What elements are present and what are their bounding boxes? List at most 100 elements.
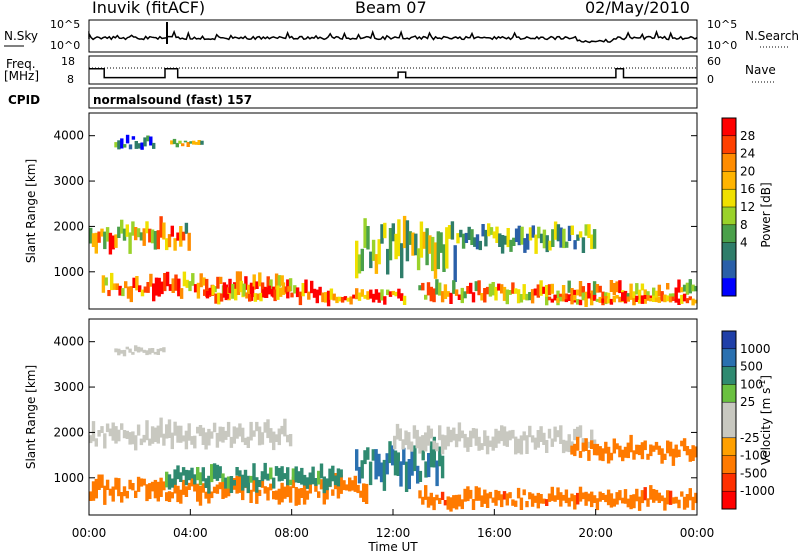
heatmap-cell	[283, 486, 287, 499]
heatmap-cell	[694, 299, 698, 304]
heatmap-cell	[146, 282, 150, 293]
heatmap-cell	[156, 230, 160, 250]
heatmap-cell	[509, 239, 513, 252]
heatmap-cell	[511, 429, 515, 439]
heatmap-cell	[312, 288, 317, 298]
heatmap-cell	[426, 282, 431, 296]
colorbar-swatch	[722, 455, 736, 474]
heatmap-cell	[244, 276, 248, 290]
heatmap-cell	[204, 432, 208, 450]
heatmap-cell	[671, 448, 676, 466]
heatmap-cell	[445, 227, 449, 269]
heatmap-cell	[371, 293, 376, 303]
heatmap-cell	[564, 299, 569, 303]
cpid-label: CPID	[8, 93, 40, 107]
heatmap-cell	[190, 476, 194, 487]
heatmap-cell	[446, 496, 450, 510]
heatmap-cell	[502, 426, 507, 446]
heatmap-cell	[421, 445, 425, 461]
heatmap-cell	[674, 287, 678, 303]
heatmap-cell	[210, 431, 214, 439]
heatmap-cell	[339, 469, 343, 478]
heatmap-cell	[646, 453, 650, 460]
colorbar-tick-label: 28	[740, 129, 755, 143]
heatmap-cell	[453, 245, 457, 282]
heatmap-cell	[649, 444, 653, 457]
heatmap-cell	[222, 282, 227, 298]
heatmap-cell	[150, 348, 155, 353]
y-tick-label: 4000	[53, 129, 84, 143]
heatmap-cell	[333, 475, 338, 486]
heatmap-cell	[91, 421, 96, 442]
heatmap-cell	[604, 296, 608, 304]
heatmap-cell	[331, 489, 335, 496]
heatmap-cell	[440, 291, 445, 303]
heatmap-cell	[564, 293, 569, 301]
heatmap-cell	[418, 436, 422, 454]
colorbar-swatch	[722, 135, 736, 155]
heatmap-cell	[105, 423, 110, 433]
heatmap-cell	[682, 284, 687, 292]
heatmap-cell	[682, 293, 687, 302]
heatmap-cell	[103, 485, 107, 505]
nsearch-tick-top: 10^5	[707, 18, 737, 31]
heatmap-cell	[542, 432, 546, 445]
heatmap-cell	[666, 295, 670, 302]
heatmap-cell	[506, 228, 510, 248]
heatmap-cell	[287, 286, 291, 292]
heatmap-cell	[369, 289, 373, 299]
heatmap-cell	[592, 495, 597, 503]
heatmap-cell	[252, 478, 256, 492]
heatmap-cell	[224, 284, 228, 301]
heatmap-cell	[397, 288, 401, 299]
heatmap-cell	[652, 287, 656, 297]
heatmap-cell	[601, 493, 605, 500]
heatmap-cell	[570, 295, 574, 305]
heatmap-cell	[691, 496, 695, 511]
heatmap-cell	[229, 476, 234, 493]
heatmap-cell	[114, 234, 118, 248]
heatmap-cell	[547, 428, 552, 439]
heatmap-cell	[364, 483, 369, 504]
heatmap-cell	[615, 281, 619, 293]
heatmap-cell	[167, 419, 172, 438]
heatmap-cell	[280, 466, 284, 481]
heatmap-cell	[578, 425, 583, 438]
heatmap-cell	[386, 248, 390, 275]
power-colorbar-label: Power [dB]	[759, 182, 773, 247]
heatmap-cell	[176, 485, 180, 503]
heatmap-cell	[564, 440, 569, 452]
heatmap-cell	[137, 143, 141, 149]
heatmap-cell	[307, 291, 311, 300]
heatmap-cell	[357, 254, 362, 274]
heatmap-cell	[293, 285, 297, 294]
heatmap-cell	[443, 500, 448, 506]
heatmap-cell	[377, 292, 381, 303]
heatmap-cell	[117, 478, 121, 497]
heatmap-cell	[522, 489, 526, 496]
heatmap-cell	[632, 450, 636, 460]
heatmap-cell	[148, 438, 152, 446]
heatmap-cell	[145, 350, 149, 356]
heatmap-cell	[674, 496, 678, 504]
heatmap-cell	[288, 486, 293, 503]
heatmap-cell	[249, 475, 253, 483]
heatmap-cell	[688, 488, 692, 501]
heatmap-cell	[561, 494, 566, 501]
heatmap-cell	[118, 285, 122, 296]
heatmap-cell	[172, 138, 177, 145]
heatmap-cell	[199, 273, 203, 288]
heatmap-cell	[89, 491, 93, 501]
freq-label: Freq.	[6, 57, 36, 71]
heatmap-cell	[567, 225, 572, 241]
heatmap-cell	[216, 276, 220, 289]
heatmap-cell	[363, 450, 367, 465]
heatmap-cell	[173, 238, 177, 251]
heatmap-cell	[235, 271, 240, 290]
heatmap-cell	[402, 447, 406, 465]
heatmap-cell	[425, 228, 429, 266]
heatmap-cell	[288, 278, 293, 292]
heatmap-cell	[561, 285, 566, 296]
heatmap-cell	[219, 293, 224, 302]
heatmap-cell	[235, 427, 239, 439]
